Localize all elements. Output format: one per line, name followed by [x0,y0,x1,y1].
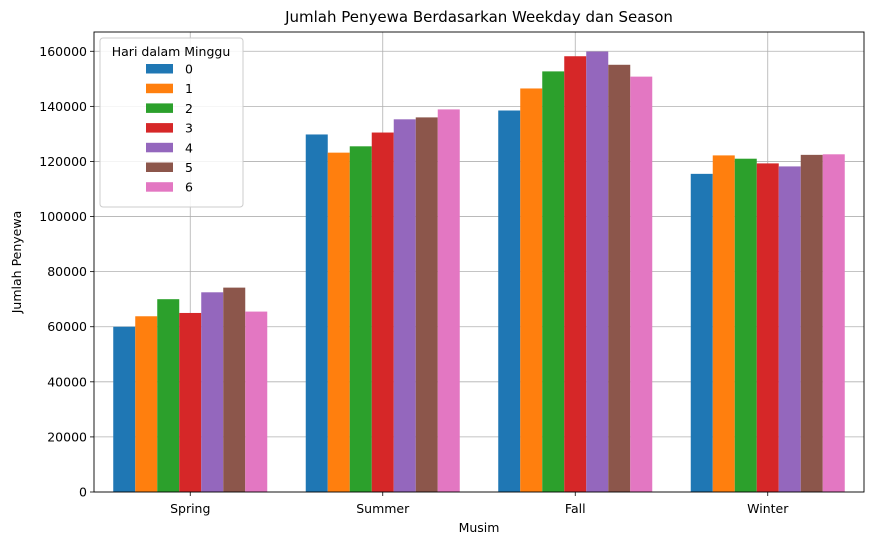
y-tick-label: 20000 [47,429,87,444]
x-axis-ticks: Spring Summer Fall Winter [170,492,789,516]
bar-spring-3 [179,312,202,492]
legend-box [99,37,244,208]
legend-swatch [146,182,173,192]
bar-fall-5 [608,64,631,492]
x-axis-label: Musim [459,520,500,535]
y-tick-label: 40000 [47,374,87,389]
legend-swatch [146,83,173,94]
bar-summer-0 [305,134,328,492]
y-tick-label: 0 [79,485,87,500]
plot-frame [93,31,865,493]
y-tick-label: 120000 [39,154,87,169]
bar-fall-6 [630,76,653,493]
x-tick-label: Summer [356,501,410,516]
legend-entry: 3 [185,121,193,136]
legend-title: Hari dalam Minggu [112,44,231,59]
bar-fall-3 [564,56,587,492]
bar-fall-2 [542,71,565,492]
bar-winter-2 [734,158,757,492]
y-axis-label: Jumlah Penyewa [9,211,24,315]
bar-spring-0 [113,326,136,492]
y-tick-label: 140000 [39,99,87,114]
x-tick-label: Spring [170,501,210,516]
legend-entry: 1 [185,81,193,96]
bar-fall-1 [520,88,543,492]
y-tick-label: 100000 [39,209,87,224]
bar-winter-6 [822,154,845,492]
bar-summer-2 [349,146,372,492]
bar-summer-1 [327,152,350,492]
bar-summer-6 [437,109,460,493]
legend-entry: 2 [185,101,193,116]
legend-entry: 0 [185,62,193,77]
x-tick-label: Fall [565,501,586,516]
bar-spring-1 [135,316,158,492]
legend-entry: 6 [185,180,193,195]
y-axis-ticks: 0 20000 40000 60000 80000 100000 120000 140000 1… [39,44,94,500]
bar-fall-4 [586,51,609,492]
bar-summer-5 [415,117,438,492]
bar-winter-1 [712,155,735,493]
bars [113,51,845,493]
x-tick-label: Winter [747,501,789,516]
bar-spring-4 [201,292,224,492]
y-tick-label: 160000 [39,44,87,59]
bar-spring-5 [223,287,246,492]
chart-title: Jumlah Penyewa Berdasarkan Weekday dan S… [284,8,673,26]
bar-spring-2 [157,299,180,492]
legend-swatch [146,142,173,153]
bar-fall-0 [498,110,521,492]
legend-entry: 4 [185,140,193,155]
bar-spring-6 [245,311,268,492]
bar-winter-0 [690,173,713,492]
legend-items: 0 1 2 3 4 5 6 [146,62,193,195]
legend-swatch [146,103,173,113]
legend-swatch [146,162,173,172]
legend-swatch [146,64,173,74]
bar-winter-5 [800,154,823,493]
legend-entry: 5 [185,160,193,175]
legend-swatch [146,123,173,133]
bar-summer-3 [371,132,394,492]
y-tick-label: 60000 [47,319,87,334]
legend: Hari dalam Minggu 0 1 2 3 4 5 6 [99,37,244,208]
bar-winter-3 [756,163,779,492]
bar-winter-4 [778,166,801,492]
y-tick-label: 80000 [47,264,87,279]
bar-summer-4 [393,119,416,492]
